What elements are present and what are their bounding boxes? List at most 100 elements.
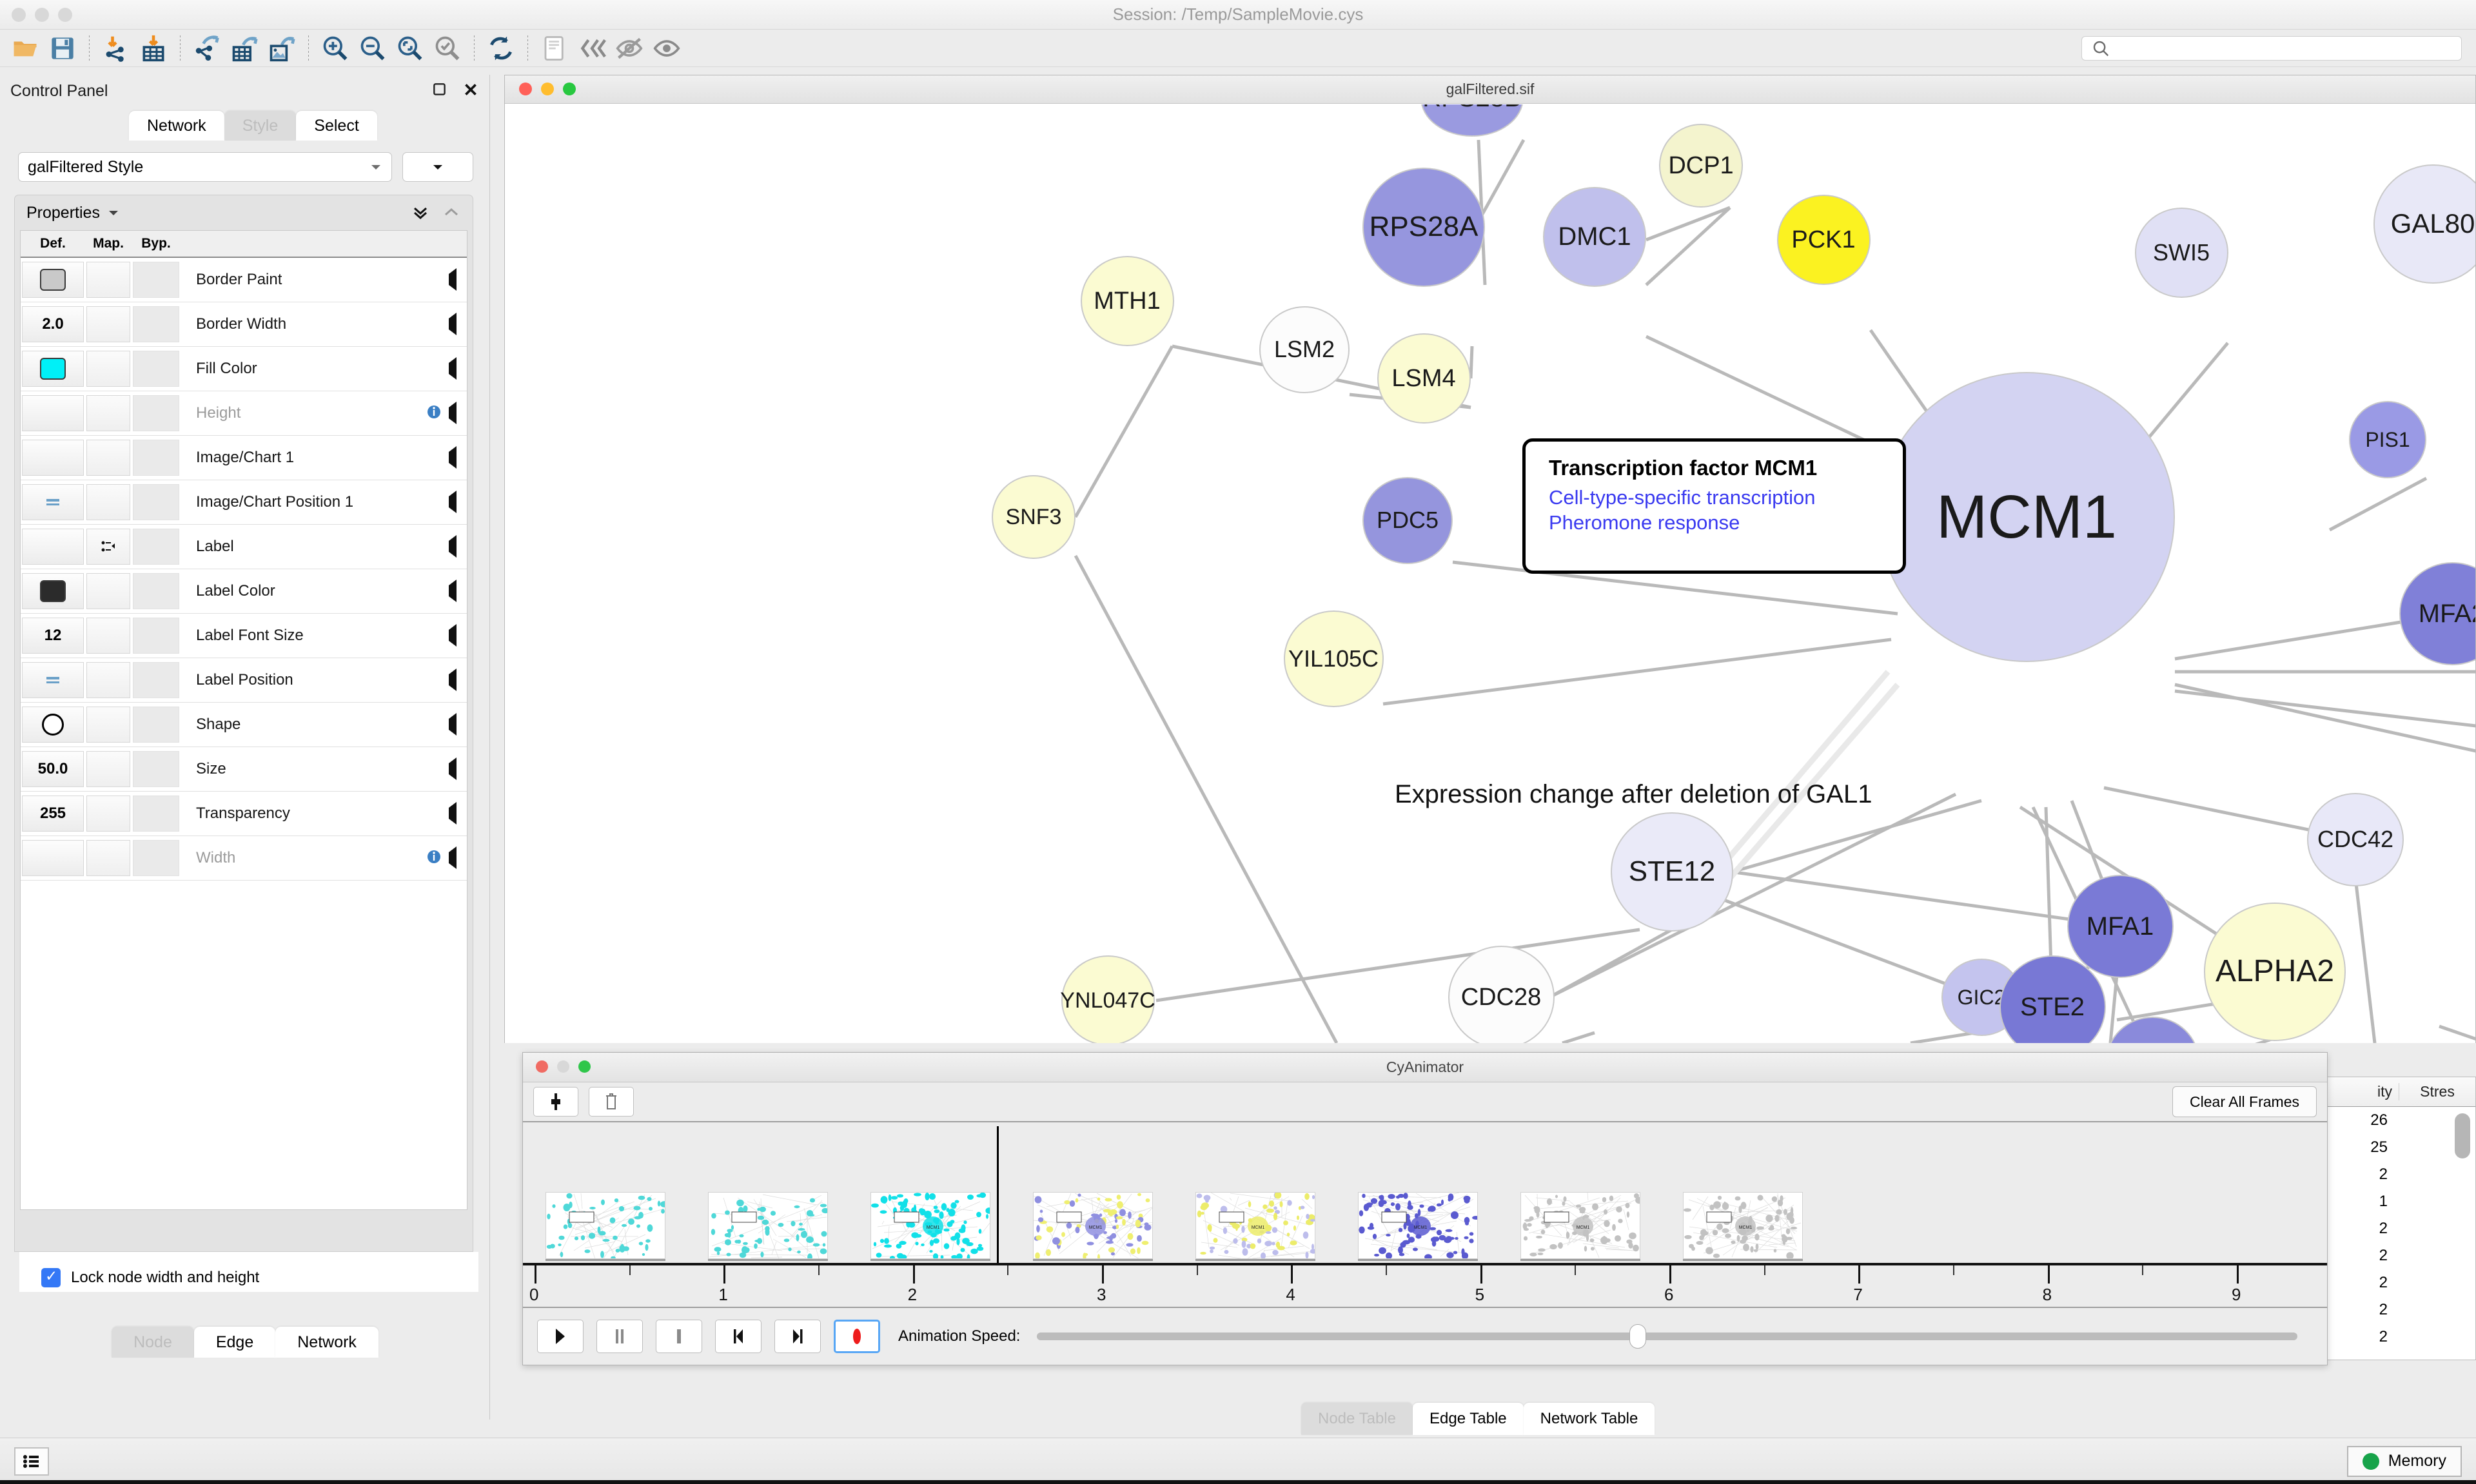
close-cyanimator-button[interactable] [536, 1060, 548, 1073]
window-controls[interactable] [12, 8, 72, 22]
tab-edge-table[interactable]: Edge Table [1412, 1403, 1524, 1435]
property-bypass-cell[interactable] [133, 751, 179, 787]
property-mapping-cell[interactable] [86, 484, 130, 520]
export-table-icon[interactable] [226, 32, 263, 65]
minimize-window-button[interactable] [35, 8, 49, 22]
tab-edge[interactable]: Edge [193, 1327, 276, 1358]
property-row[interactable]: Border Paint [21, 258, 467, 302]
property-row[interactable]: Shape [21, 703, 467, 747]
tab-node-table[interactable]: Node Table [1301, 1403, 1413, 1435]
stop-button[interactable] [656, 1320, 702, 1353]
timeline-frame[interactable] [545, 1192, 665, 1259]
memory-status-button[interactable]: Memory [2346, 1445, 2462, 1477]
network-window-controls[interactable] [519, 83, 576, 95]
style-select[interactable]: galFiltered Style [18, 152, 392, 182]
property-mapping-cell[interactable] [86, 351, 130, 387]
table-row[interactable]: 1 [2318, 1188, 2475, 1215]
property-mapping-cell[interactable] [86, 618, 130, 654]
property-row[interactable]: Image/Chart Position 1 [21, 480, 467, 525]
list-icon[interactable] [14, 1447, 49, 1476]
fit-network-icon[interactable] [391, 32, 429, 65]
property-default-cell[interactable] [22, 351, 84, 387]
expand-property-arrow[interactable] [449, 268, 457, 291]
table-row[interactable]: 2 [2318, 1269, 2475, 1296]
table-scrollbar[interactable] [2455, 1113, 2470, 1158]
property-bypass-cell[interactable] [133, 351, 179, 387]
property-mapping-cell[interactable] [86, 306, 130, 342]
style-options-menu-button[interactable] [402, 152, 473, 182]
first-neighbors-icon[interactable] [573, 32, 611, 65]
property-row[interactable]: Label Position [21, 658, 467, 703]
hide-selected-icon[interactable] [611, 32, 648, 65]
tab-select[interactable]: Select [296, 111, 377, 141]
property-default-cell[interactable] [22, 262, 84, 298]
cyanimator-window-controls[interactable] [536, 1060, 591, 1073]
property-default-cell[interactable]: 12 [22, 618, 84, 654]
property-row[interactable]: Image/Chart 1 [21, 436, 467, 480]
zoom-out-icon[interactable] [354, 32, 391, 65]
info-icon[interactable] [426, 848, 442, 868]
property-mapping-cell[interactable] [86, 262, 130, 298]
property-row[interactable]: Label Color [21, 569, 467, 614]
property-bypass-cell[interactable] [133, 840, 179, 876]
property-default-cell[interactable] [22, 573, 84, 609]
maximize-cyanimator-button[interactable] [578, 1060, 591, 1073]
network-node[interactable]: RPS28A [1362, 167, 1485, 287]
expand-property-arrow[interactable] [449, 846, 457, 869]
import-network-icon[interactable] [97, 32, 135, 65]
network-node[interactable]: LSM4 [1377, 333, 1471, 424]
network-canvas[interactable]: RPS28BDCP1RPS28ADMC1PCK1SWI5GAL80GAL11ST… [505, 104, 2475, 1043]
property-bypass-cell[interactable] [133, 618, 179, 654]
animation-speed-slider[interactable] [1037, 1324, 2297, 1349]
property-mapping-cell[interactable] [86, 707, 130, 743]
network-node[interactable]: SWI5 [2134, 208, 2228, 298]
property-default-cell[interactable] [22, 484, 84, 520]
property-bypass-cell[interactable] [133, 707, 179, 743]
table-row[interactable]: 2 [2318, 1242, 2475, 1269]
property-mapping-cell[interactable] [86, 840, 130, 876]
network-node[interactable]: CDC42 [2307, 792, 2404, 886]
property-bypass-cell[interactable] [133, 484, 179, 520]
property-bypass-cell[interactable] [133, 262, 179, 298]
refresh-icon[interactable] [482, 32, 520, 65]
minimize-cyanimator-button[interactable] [557, 1060, 569, 1073]
save-icon[interactable] [44, 32, 81, 65]
open-folder-icon[interactable] [6, 32, 44, 65]
position-icon[interactable] [43, 495, 63, 509]
timeline-frame[interactable]: MCM1 [870, 1192, 990, 1259]
network-node[interactable]: YNL047C [1060, 955, 1155, 1043]
property-mapping-cell[interactable] [86, 440, 130, 476]
expand-property-arrow[interactable] [449, 491, 457, 513]
expand-property-arrow[interactable] [449, 757, 457, 780]
property-mapping-cell[interactable] [86, 395, 130, 431]
network-node[interactable]: LSM2 [1259, 306, 1350, 393]
network-node[interactable]: DCP1 [1659, 124, 1743, 208]
minimize-network-window-button[interactable] [541, 83, 554, 95]
property-default-cell[interactable] [22, 440, 84, 476]
property-default-cell[interactable] [22, 395, 84, 431]
property-default-cell[interactable] [22, 707, 84, 743]
timeline-frame[interactable]: MCM1 [1683, 1192, 1803, 1259]
close-icon[interactable] [462, 81, 479, 101]
property-row[interactable]: 12 Label Font Size [21, 614, 467, 658]
property-mapping-cell[interactable] [86, 529, 130, 565]
pause-button[interactable] [596, 1320, 643, 1353]
property-row[interactable]: Height [21, 391, 467, 436]
property-default-cell[interactable] [22, 529, 84, 565]
property-default-cell[interactable] [22, 662, 84, 698]
property-bypass-cell[interactable] [133, 440, 179, 476]
search-input[interactable] [2081, 36, 2462, 61]
timeline-frame[interactable] [708, 1192, 828, 1259]
lock-node-size-row[interactable]: Lock node width and height [19, 1252, 478, 1292]
table-row[interactable]: 26 [2318, 1107, 2475, 1134]
network-node[interactable]: MCM1 [1878, 372, 2175, 662]
collapse-all-icon[interactable] [442, 204, 461, 221]
tab-network-table[interactable]: Network Table [1523, 1403, 1655, 1435]
maximize-window-button[interactable] [58, 8, 72, 22]
property-default-cell[interactable]: 2.0 [22, 306, 84, 342]
export-image-icon[interactable] [263, 32, 300, 65]
export-network-icon[interactable] [188, 32, 226, 65]
animation-speed-thumb[interactable] [1629, 1324, 1647, 1349]
property-bypass-cell[interactable] [133, 796, 179, 832]
